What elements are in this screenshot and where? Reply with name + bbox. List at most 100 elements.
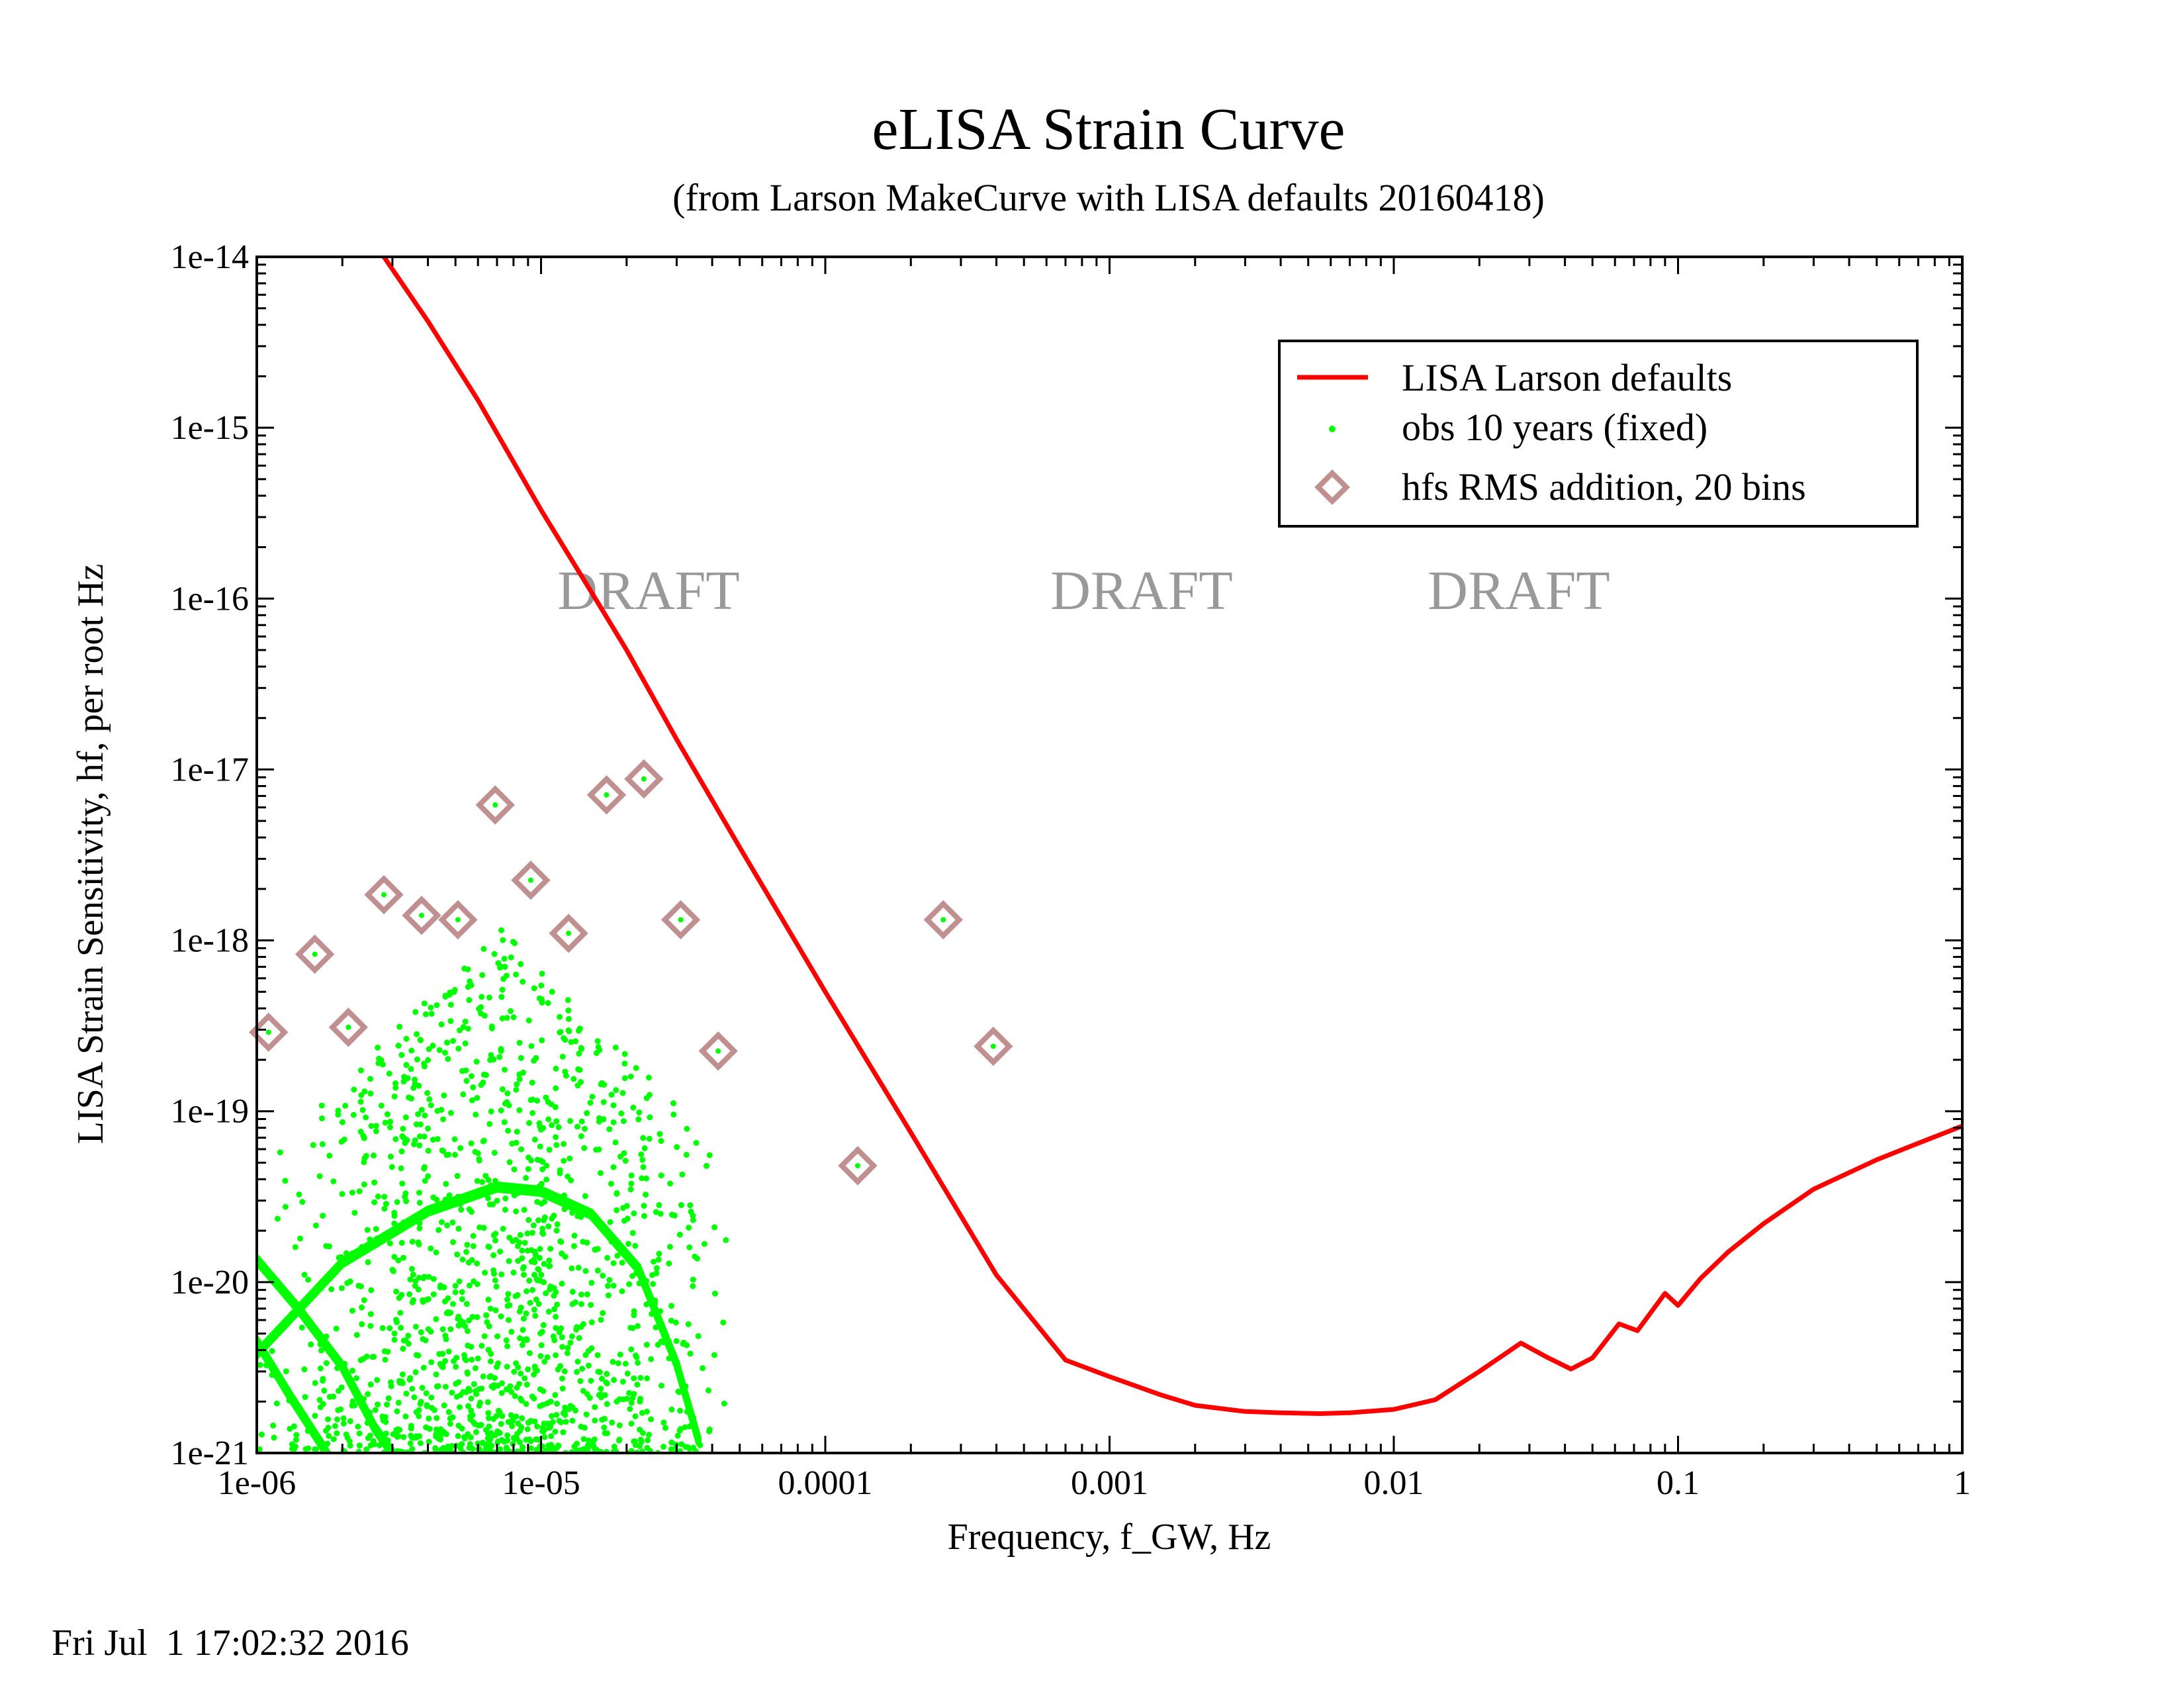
obs-point (685, 1321, 692, 1327)
obs-point (455, 1423, 462, 1429)
obs-point (385, 1395, 392, 1401)
obs-point (339, 1478, 345, 1484)
obs-point (330, 1459, 336, 1465)
obs-point (337, 1470, 343, 1476)
obs-point (553, 1352, 559, 1358)
obs-point (696, 1440, 702, 1446)
obs-point (539, 1166, 546, 1172)
obs-point (466, 1282, 473, 1289)
obs-point (428, 1329, 434, 1335)
obs-point (257, 1362, 263, 1368)
obs-point (332, 1465, 338, 1471)
obs-point (371, 1354, 377, 1360)
obs-point (645, 1074, 652, 1081)
obs-point (519, 1447, 525, 1453)
obs-point (441, 1284, 447, 1291)
obs-point (353, 1375, 360, 1382)
y-tick-label: 1e-15 (171, 409, 249, 447)
obs-point (653, 1265, 660, 1272)
obs-point (595, 1044, 602, 1051)
obs-point (409, 1299, 416, 1305)
obs-point (382, 1414, 388, 1421)
rms-diamond-point (381, 892, 387, 898)
obs-point (349, 1368, 356, 1374)
obs-point (624, 1215, 631, 1222)
obs-point (443, 1310, 450, 1317)
obs-point (545, 1308, 552, 1315)
obs-point (336, 1467, 341, 1473)
obs-point (662, 1425, 669, 1431)
obs-point (604, 1371, 610, 1378)
rms-diamond (698, 1031, 738, 1071)
obs-point (411, 1141, 418, 1148)
obs-point (498, 1313, 504, 1320)
obs-point (512, 1393, 518, 1399)
obs-point (440, 1148, 447, 1154)
obs-point (481, 1333, 488, 1340)
obs-point (414, 1056, 420, 1062)
obs-point (622, 1158, 629, 1164)
obs-point (327, 1458, 333, 1464)
obs-point (628, 1180, 635, 1187)
obs-point (336, 1471, 341, 1477)
obs-point (454, 1172, 461, 1179)
obs-point (339, 1119, 345, 1125)
obs-point (328, 1456, 334, 1462)
obs-point (335, 1472, 341, 1477)
obs-point (534, 1423, 541, 1430)
obs-point (365, 1259, 371, 1266)
obs-point (416, 1142, 423, 1149)
obs-point (502, 1066, 508, 1073)
obs-point (468, 1407, 475, 1414)
obs-point (682, 1424, 688, 1430)
obs-point (308, 1341, 314, 1348)
obs-point (545, 1099, 551, 1105)
obs-point (449, 1389, 455, 1396)
obs-point (528, 1246, 535, 1253)
obs-point (655, 1341, 661, 1348)
obs-point (413, 1433, 420, 1440)
obs-point (451, 989, 457, 996)
obs-point (523, 1288, 530, 1295)
obs-point (465, 1342, 471, 1349)
obs-point (485, 1177, 492, 1184)
obs-point (533, 1055, 539, 1061)
obs-point (516, 1039, 523, 1046)
obs-point (537, 1246, 543, 1252)
x-tick-label: 1 (1954, 1464, 1971, 1502)
obs-point (296, 1235, 303, 1242)
obs-point (584, 1239, 590, 1246)
obs-point (582, 1425, 588, 1431)
obs-point (539, 1225, 546, 1232)
obs-point (585, 1437, 592, 1444)
obs-point (594, 1446, 600, 1453)
obs-point (457, 1145, 464, 1151)
obs-point (400, 1337, 407, 1344)
obs-point (518, 1397, 525, 1404)
obs-point (433, 1383, 440, 1390)
rms-diamond-point (604, 792, 610, 798)
obs-point (379, 1325, 386, 1331)
x-tick-label: 0.01 (1364, 1464, 1424, 1502)
obs-point (567, 1155, 573, 1162)
obs-point (610, 1102, 617, 1109)
obs-point (525, 1166, 531, 1172)
obs-point (616, 1436, 623, 1443)
obs-point (533, 1296, 539, 1303)
obs-point (668, 1303, 674, 1309)
obs-point (609, 1419, 615, 1426)
obs-point (616, 1422, 623, 1429)
obs-point (439, 1364, 446, 1370)
obs-point (531, 1418, 538, 1425)
obs-point (668, 1446, 674, 1452)
obs-point (584, 1110, 590, 1117)
obs-point (510, 939, 516, 945)
obs-point (400, 1125, 406, 1132)
rms-diamond (402, 896, 441, 935)
obs-point (382, 1119, 388, 1126)
obs-point (443, 1180, 449, 1187)
obs-point (456, 1278, 463, 1285)
obs-point (428, 1245, 434, 1252)
obs-point (660, 1419, 667, 1426)
obs-point (529, 1287, 536, 1293)
